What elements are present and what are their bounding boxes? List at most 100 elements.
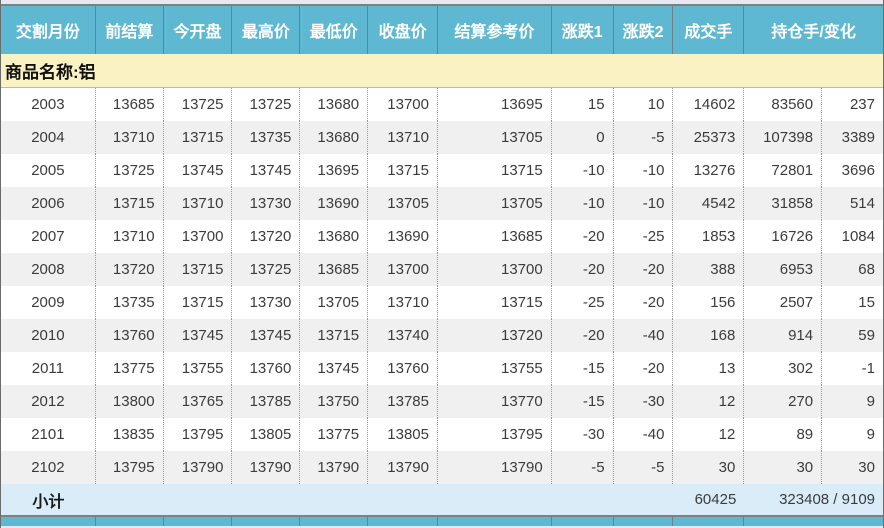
cell-value: 13765 [164, 385, 233, 418]
cell-value: 13795 [96, 451, 164, 484]
table-row[interactable]: 2102 13795 13790 13790 13790 13790 13790 -5 -5 30… [1, 451, 883, 484]
cell-value: 9 [866, 393, 875, 410]
next-header-cell [614, 517, 674, 526]
cell-value: 13790 [368, 451, 438, 484]
cell-value: 13710 [96, 220, 164, 253]
subtotal-label: 小计 [32, 493, 65, 511]
cell-value: 59 [858, 327, 875, 344]
cell-value: 13745 [232, 154, 301, 187]
cell-value: 12 [673, 418, 745, 451]
cell-value: 514 [849, 195, 875, 212]
cell-value: 15 [552, 88, 614, 121]
cell-value: 31858 [744, 187, 823, 220]
cell-value: 13705 [438, 187, 552, 220]
cell-value: 13715 [300, 319, 369, 352]
cell-value: 13690 [300, 187, 369, 220]
cell-value: 13705 [368, 187, 438, 220]
cell-value: 15 [858, 294, 875, 311]
cell-value: 13700 [438, 253, 552, 286]
cell-value: 13695 [438, 88, 552, 121]
column-header-high[interactable]: 最高价 [232, 6, 301, 54]
cell-value: 13805 [368, 418, 438, 451]
cell-value: 13775 [96, 352, 164, 385]
cell-value: 13755 [438, 352, 552, 385]
cell-value: 13 [673, 352, 745, 385]
table-row[interactable]: 2010 13760 13745 13745 13715 13740 13720 -20 -40… [1, 319, 883, 352]
column-header-open-interest-change[interactable]: 持仓手/变化 [771, 24, 856, 41]
horizontal-divider [1, 515, 883, 517]
table-row[interactable]: 2007 13710 13700 13720 13680 13690 13685 -20 -25… [1, 220, 883, 253]
subtotal-row: 小计 60425 323408 / 9109 [1, 484, 883, 515]
column-header-change2[interactable]: 涨跌2 [614, 6, 674, 54]
next-header-cell [552, 517, 614, 526]
cell-value: 13745 [164, 154, 233, 187]
cell-value: -10 [552, 154, 614, 187]
cell-value: 4542 [673, 187, 745, 220]
table-row[interactable]: 2006 13715 13710 13730 13690 13705 13705 -10 -10… [1, 187, 883, 220]
column-header-change1[interactable]: 涨跌1 [552, 6, 614, 54]
table-row[interactable]: 2003 13685 13725 13725 13680 13700 13695 15 10 14… [1, 88, 883, 121]
cell-value: 13715 [164, 286, 233, 319]
cell-value: 13710 [368, 286, 438, 319]
cell-value: 13695 [300, 154, 369, 187]
cell-value: 13715 [164, 121, 233, 154]
subtotal-volume: 60425 [694, 491, 737, 508]
cell-value: -10 [614, 154, 674, 187]
cell-value: 13715 [438, 154, 552, 187]
next-header-cell [96, 517, 164, 526]
table-row[interactable]: 2008 13720 13715 13725 13685 13700 13700 -20 -20… [1, 253, 883, 286]
table-row[interactable]: 2011 13775 13755 13760 13745 13760 13755 -15 -20… [1, 352, 883, 385]
cell-value: 13710 [368, 121, 438, 154]
cell-value: -1 [861, 360, 875, 377]
cell-value: 1084 [841, 228, 875, 245]
table-row[interactable]: 2012 13800 13765 13785 13750 13785 13770 -15 -30… [1, 385, 883, 418]
column-header-settlement-ref[interactable]: 结算参考价 [438, 6, 552, 54]
cell-value: -40 [614, 418, 674, 451]
column-header-low[interactable]: 最低价 [300, 6, 369, 54]
cell-value: 0 [552, 121, 614, 154]
column-header-volume[interactable]: 成交手 [673, 6, 745, 54]
cell-value: 6953 [744, 253, 823, 286]
cell-value: 9 [866, 426, 875, 443]
table-row[interactable]: 2004 13710 13715 13735 13680 13710 13705 0 -5 253… [1, 121, 883, 154]
cell-value: 13805 [232, 418, 301, 451]
column-header-delivery-month[interactable]: 交割月份 [1, 6, 96, 54]
table-row[interactable]: 2101 13835 13795 13805 13775 13805 13795 -30 -40… [1, 418, 883, 451]
cell-value: -30 [614, 385, 674, 418]
cell-value: 270 [744, 385, 823, 418]
column-header-open[interactable]: 今开盘 [164, 6, 233, 54]
cell-value: 13755 [164, 352, 233, 385]
cell-value: 13720 [232, 220, 301, 253]
cell-value: 68 [858, 261, 875, 278]
top-strip [1, 0, 883, 4]
column-header-close[interactable]: 收盘价 [368, 6, 438, 54]
next-header-cell [164, 517, 233, 526]
cell-value: 13760 [232, 352, 301, 385]
column-header-prev-settlement[interactable]: 前结算 [96, 6, 164, 54]
table-row[interactable]: 2009 13735 13715 13730 13705 13710 13715 -25 -20… [1, 286, 883, 319]
cell-value: 13700 [368, 88, 438, 121]
cell-value: 13835 [96, 418, 164, 451]
cell-value: 388 [673, 253, 745, 286]
subtotal-open-interest: 323408 / 9109 [779, 491, 876, 508]
cell-value: 13705 [300, 286, 369, 319]
cell-value: -30 [552, 418, 614, 451]
next-header-cell [1, 517, 96, 526]
cell-value: 237 [849, 96, 875, 113]
cell-value: 302 [744, 352, 823, 385]
next-header-cell [300, 517, 369, 526]
table-row[interactable]: 2005 13725 13745 13745 13695 13715 13715 -10 -10… [1, 154, 883, 187]
cell-value: 1853 [673, 220, 745, 253]
cell-delivery-month: 2007 [1, 220, 96, 253]
cell-value: 30 [744, 451, 823, 484]
cell-delivery-month: 2011 [1, 352, 96, 385]
cell-value: 83560 [744, 88, 823, 121]
next-section-header-partial [1, 517, 883, 526]
cell-value: -40 [614, 319, 674, 352]
cell-value: 107398 [744, 121, 823, 154]
cell-value: 13775 [300, 418, 369, 451]
cell-value: 13680 [300, 88, 369, 121]
cell-value: 13720 [438, 319, 552, 352]
cell-value: 13715 [438, 286, 552, 319]
cell-value: 13790 [164, 451, 233, 484]
